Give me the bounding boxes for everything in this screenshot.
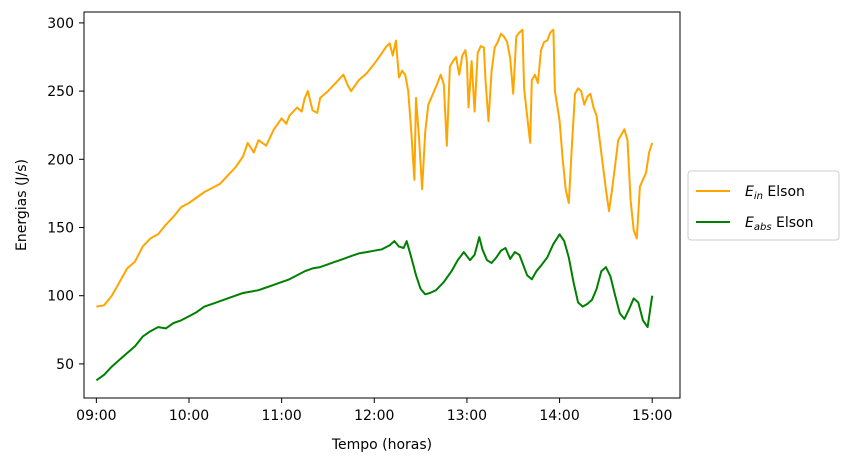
y-tick-label: 100 [47, 289, 74, 305]
x-axis-ticks: 09:00 10:00 11:00 12:00 13:00 14:00 15:00 [76, 398, 672, 424]
plot-area-frame [83, 11, 681, 399]
series-line-in [96, 28, 654, 308]
x-tick-label: 09:00 [76, 408, 116, 424]
legend-label-abs: Eabs Elson [745, 215, 813, 233]
y-axis-ticks: 50 100 150 200 250 300 [47, 16, 84, 373]
legend-label-in: Ein Elson [745, 184, 805, 202]
x-tick-label: 12:00 [354, 408, 394, 424]
x-tick-label: 13:00 [447, 408, 487, 424]
x-tick-label: 14:00 [539, 408, 579, 424]
y-tick-label: 300 [47, 16, 74, 32]
x-axis-title: Tempo (horas) [331, 437, 432, 453]
legend: Ein Elson Eabs Elson [687, 170, 840, 241]
series-line-abs [95, 233, 654, 382]
y-tick-label: 200 [47, 152, 74, 168]
y-tick-label: 250 [47, 84, 74, 100]
x-tick-label: 10:00 [169, 408, 209, 424]
y-axis-title: Energias (J/s) [14, 159, 30, 251]
x-tick-label: 15:00 [632, 408, 672, 424]
series-layer [95, 28, 654, 382]
x-tick-label: 11:00 [261, 408, 301, 424]
y-tick-label: 50 [56, 357, 74, 373]
y-tick-label: 150 [47, 221, 74, 237]
